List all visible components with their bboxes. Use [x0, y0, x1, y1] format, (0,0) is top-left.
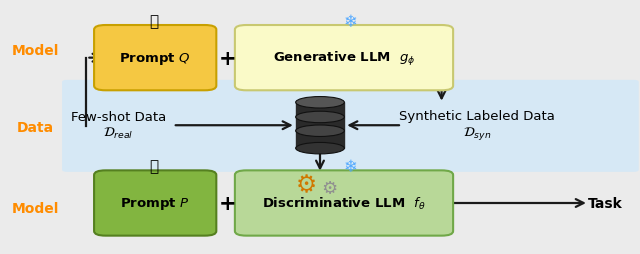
Ellipse shape — [296, 97, 344, 109]
FancyBboxPatch shape — [94, 171, 216, 236]
Ellipse shape — [296, 125, 344, 137]
Text: Model: Model — [12, 201, 59, 215]
Text: +: + — [218, 49, 236, 68]
Text: Generative LLM  $g_{\phi}$: Generative LLM $g_{\phi}$ — [273, 50, 415, 67]
FancyBboxPatch shape — [296, 103, 344, 149]
Text: ❄: ❄ — [344, 157, 358, 175]
FancyBboxPatch shape — [62, 81, 639, 172]
FancyBboxPatch shape — [235, 26, 453, 91]
Text: ⚙: ⚙ — [321, 179, 338, 197]
Text: 🔥: 🔥 — [149, 14, 158, 29]
Text: Few-shot Data
$\mathcal{D}_{real}$: Few-shot Data $\mathcal{D}_{real}$ — [71, 111, 166, 141]
FancyBboxPatch shape — [235, 171, 453, 236]
Text: Discriminative LLM  $f_{\theta}$: Discriminative LLM $f_{\theta}$ — [262, 195, 426, 211]
Text: +: + — [218, 193, 236, 213]
Text: Data: Data — [17, 120, 54, 134]
Text: Synthetic Labeled Data
$\mathcal{D}_{syn}$: Synthetic Labeled Data $\mathcal{D}_{syn… — [399, 110, 555, 142]
Text: ❄: ❄ — [344, 13, 358, 30]
Text: Model: Model — [12, 44, 59, 58]
Ellipse shape — [296, 143, 344, 154]
Text: Prompt $Q$: Prompt $Q$ — [120, 51, 191, 66]
Text: ⚙: ⚙ — [295, 172, 317, 196]
FancyBboxPatch shape — [94, 26, 216, 91]
Text: Prompt $P$: Prompt $P$ — [120, 195, 190, 211]
Ellipse shape — [296, 112, 344, 123]
Text: Task: Task — [588, 196, 622, 210]
Text: 🔥: 🔥 — [149, 159, 158, 174]
